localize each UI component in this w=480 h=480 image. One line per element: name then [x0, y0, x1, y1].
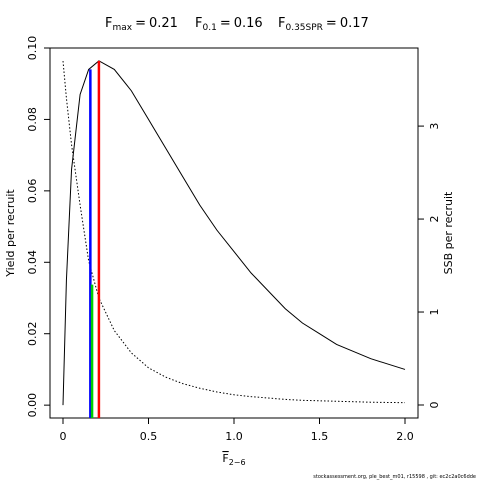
y-tick-label: 0.08: [26, 107, 39, 132]
y2-tick-label: 0: [428, 401, 441, 408]
title-value: 0.17: [340, 16, 369, 31]
title-sub: 0.35SPR: [285, 23, 322, 33]
x-tick-label: 1.5: [311, 430, 329, 443]
footer: stockassessment.org, ple_best_m01, r1559…: [313, 474, 476, 480]
x-axis-label: F2−6: [222, 452, 245, 467]
title-symbol: F: [278, 16, 285, 31]
title-item: Fmax = 0.21: [105, 16, 178, 33]
title-symbol: F: [105, 16, 112, 31]
title-relation: =: [326, 16, 337, 31]
title-relation: =: [135, 16, 146, 31]
series-line: [62, 60, 406, 406]
x-label-symbol: F: [222, 452, 228, 465]
x-tick-label: 0: [59, 430, 66, 443]
y-axis-label: Yield per recruit: [4, 189, 17, 278]
y-tick-label: 0.10: [26, 36, 39, 61]
y-tick-label: 0.00: [26, 393, 39, 418]
title-value: 0.21: [149, 16, 178, 31]
x-tick-label: 2.0: [396, 430, 414, 443]
title-sub: 0.1: [202, 23, 216, 33]
x-tick-label: 1.0: [225, 430, 243, 443]
title-symbol: F: [195, 16, 202, 31]
y-tick-label: 0.06: [26, 179, 39, 204]
y2-tick-label: 2: [428, 216, 441, 223]
title-item: F0.35SPR = 0.17: [278, 16, 369, 33]
y-tick-label: 0.04: [26, 250, 39, 275]
plot-box: [49, 47, 419, 419]
title-sub: max: [112, 23, 132, 33]
title-value: 0.16: [234, 16, 263, 31]
title-item: F0.1 = 0.16: [195, 16, 263, 33]
title-relation: =: [220, 16, 231, 31]
y-tick-label: 0.02: [26, 321, 39, 346]
x-label-sub: 2−6: [229, 458, 246, 467]
y2-tick-label: 1: [428, 309, 441, 316]
series-line: [62, 60, 406, 404]
x-tick-label: 0.5: [140, 430, 158, 443]
y2-tick-label: 3: [428, 123, 441, 130]
y2-axis-label: SSB per recruit: [442, 191, 455, 274]
